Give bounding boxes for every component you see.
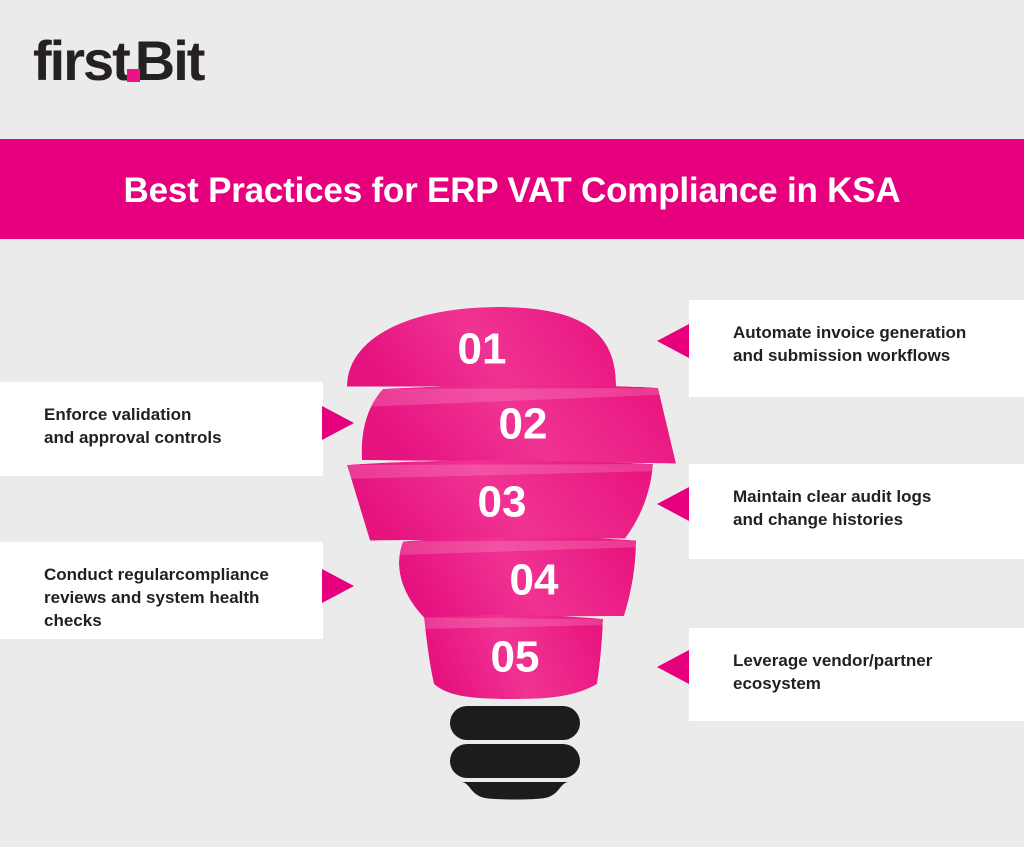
svg-text:02: 02	[499, 400, 548, 449]
svg-text:04: 04	[510, 556, 559, 605]
svg-text:05: 05	[491, 633, 540, 682]
svg-text:01: 01	[458, 325, 507, 374]
svg-text:03: 03	[478, 478, 527, 527]
